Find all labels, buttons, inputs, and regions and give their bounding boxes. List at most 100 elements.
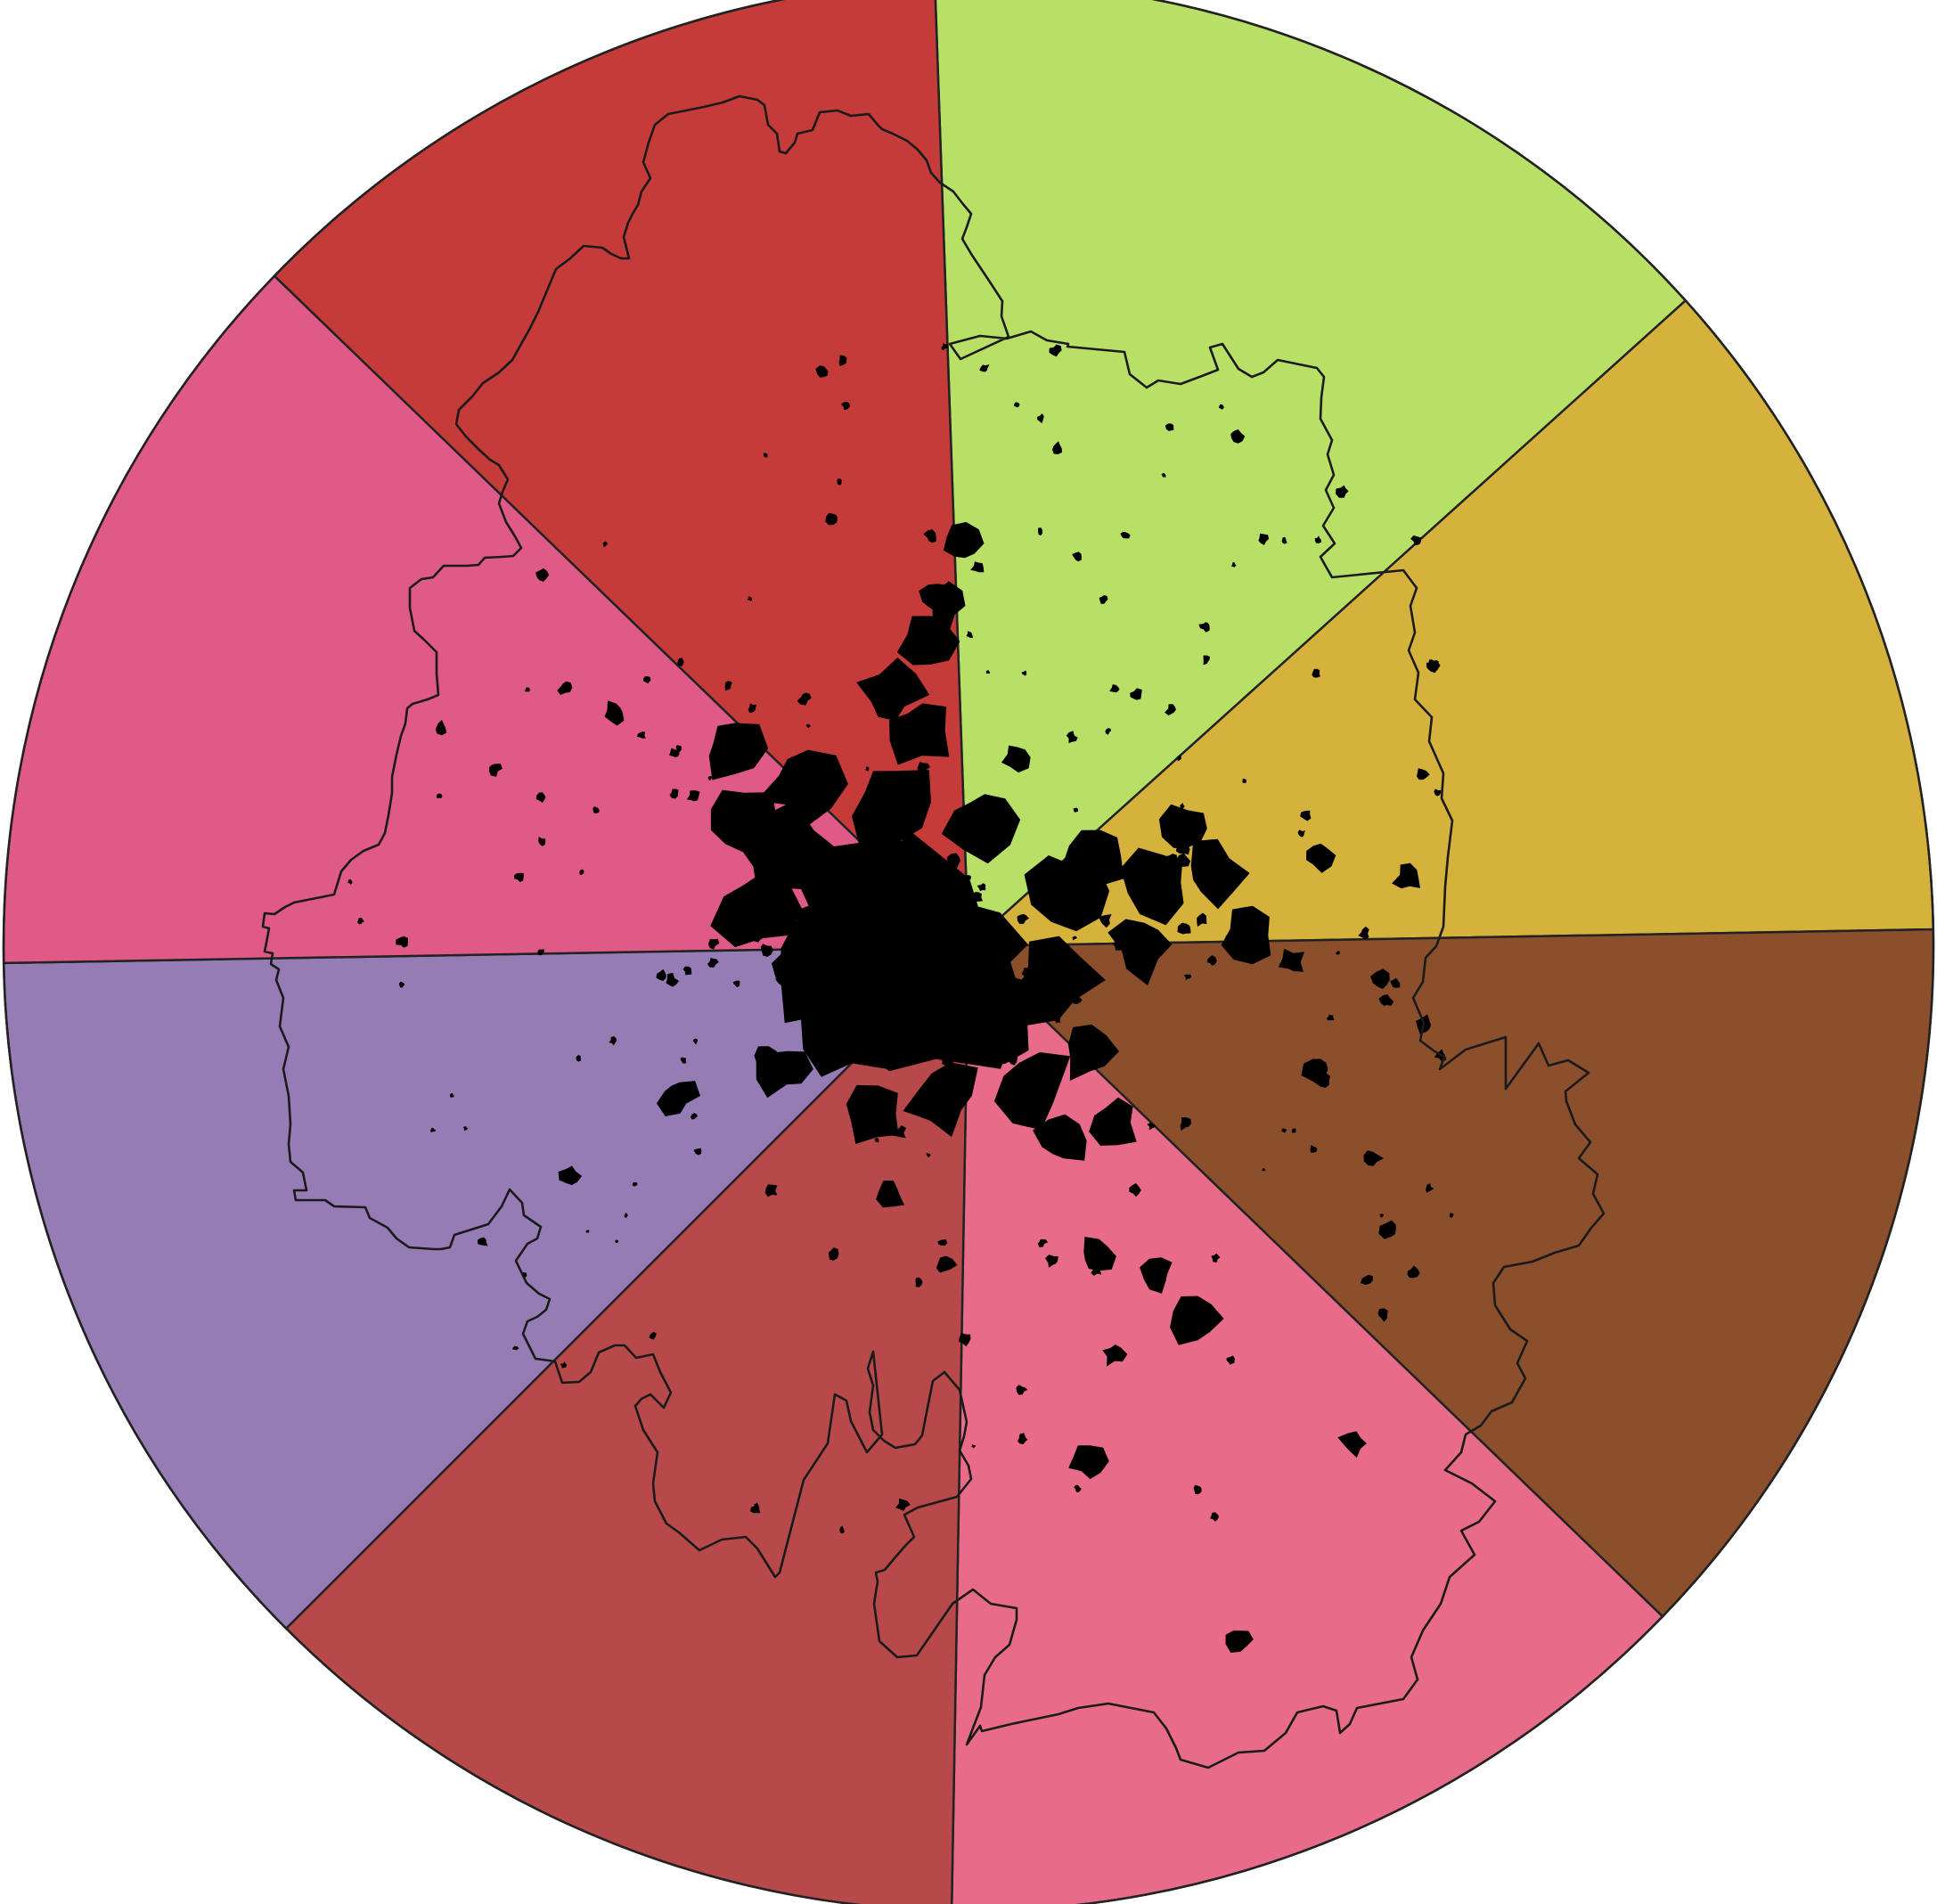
city-boundary-outline bbox=[261, 94, 1606, 1769]
builtup-speck bbox=[1230, 561, 1237, 568]
builtup-speck bbox=[1300, 810, 1312, 821]
builtup-speck bbox=[775, 976, 786, 986]
builtup-speck bbox=[593, 806, 600, 813]
builtup-speck bbox=[839, 1525, 845, 1534]
builtup-speck bbox=[971, 932, 985, 943]
builtup-speck bbox=[1074, 1484, 1082, 1493]
builtup-speck bbox=[1045, 1254, 1058, 1268]
builtup-speck bbox=[642, 676, 651, 684]
builtup-speck bbox=[1109, 684, 1120, 693]
builtup-speck bbox=[1336, 485, 1349, 498]
builtup-speck bbox=[989, 968, 1001, 984]
builtup-speck bbox=[1198, 622, 1210, 633]
builtup-speck bbox=[1021, 670, 1027, 676]
builtup-speck bbox=[398, 982, 405, 988]
builtup-speck bbox=[1203, 655, 1210, 666]
builtup-speck bbox=[838, 355, 847, 366]
builtup-core-patch bbox=[852, 770, 931, 854]
builtup-speck bbox=[1310, 1145, 1318, 1153]
builtup-patch bbox=[1278, 948, 1304, 972]
builtup-speck bbox=[576, 1055, 581, 1062]
builtup-patch bbox=[754, 1046, 784, 1080]
builtup-speck bbox=[707, 958, 719, 968]
builtup-speck bbox=[923, 529, 936, 543]
builtup-speck bbox=[1258, 533, 1270, 545]
builtup-core-patch bbox=[856, 658, 930, 721]
builtup-speck bbox=[752, 931, 765, 943]
builtup-speck bbox=[624, 1213, 629, 1218]
builtup-speck bbox=[1211, 1253, 1221, 1263]
builtup-patch bbox=[1140, 1257, 1173, 1294]
builtup-speck bbox=[1007, 1042, 1015, 1047]
builtup-patch bbox=[1170, 1295, 1224, 1345]
builtup-speck bbox=[965, 875, 972, 880]
builtup-patch bbox=[1225, 1630, 1254, 1653]
builtup-speck bbox=[1164, 854, 1178, 864]
builtup-speck bbox=[942, 1054, 954, 1068]
builtup-patch bbox=[558, 1165, 583, 1186]
builtup-speck bbox=[1297, 829, 1306, 838]
builtup-speck bbox=[1222, 862, 1230, 870]
builtup-core-patch bbox=[1061, 829, 1124, 886]
builtup-speck bbox=[1281, 1128, 1287, 1133]
builtup-patch bbox=[1306, 843, 1336, 873]
builtup-speck bbox=[1314, 535, 1321, 543]
builtup-speck bbox=[669, 789, 679, 799]
builtup-speck bbox=[1054, 1018, 1061, 1024]
builtup-speck bbox=[669, 748, 680, 757]
builtup-speck bbox=[1426, 659, 1434, 667]
builtup-speck bbox=[1038, 527, 1042, 535]
builtup-speck bbox=[893, 1125, 906, 1139]
builtup-speck bbox=[760, 944, 769, 951]
builtup-speck bbox=[797, 692, 812, 706]
builtup-core-patch bbox=[1010, 936, 1106, 1026]
builtup-speck bbox=[682, 966, 692, 976]
builtup-speck bbox=[958, 1333, 971, 1347]
builtup-speck bbox=[895, 1498, 911, 1511]
builtup-speck bbox=[1225, 932, 1239, 946]
builtup-speck bbox=[1180, 802, 1185, 809]
builtup-speck bbox=[1261, 1167, 1266, 1172]
builtup-speck bbox=[864, 766, 870, 772]
builtup-speck bbox=[815, 365, 829, 378]
builtup-speck bbox=[676, 658, 684, 666]
builtup-speck bbox=[666, 972, 680, 987]
builtup-speck bbox=[1120, 532, 1131, 539]
builtup-speck bbox=[602, 541, 609, 547]
builtup-speck bbox=[1112, 938, 1124, 951]
builtup-speck bbox=[825, 512, 838, 526]
builtup-patch bbox=[1378, 1220, 1396, 1239]
builtup-speck bbox=[917, 762, 930, 773]
builtup-speck bbox=[1129, 1183, 1141, 1197]
builtup-patch bbox=[1392, 862, 1420, 889]
builtup-speck bbox=[1177, 922, 1191, 935]
builtup-speck bbox=[1417, 768, 1430, 780]
builtup-patch bbox=[1337, 1431, 1367, 1459]
builtup-speck bbox=[915, 1277, 923, 1287]
builtup-core-patch bbox=[710, 871, 803, 948]
builtup-patch bbox=[876, 1180, 904, 1208]
builtup-speck bbox=[732, 980, 740, 988]
builtup-speck bbox=[1017, 913, 1030, 925]
builtup-speck bbox=[1360, 1274, 1373, 1285]
builtup-speck bbox=[436, 793, 443, 799]
builtup-speck bbox=[1147, 1123, 1156, 1131]
builtup-speck bbox=[747, 595, 752, 601]
builtup-speck bbox=[449, 1092, 454, 1098]
builtup-speck bbox=[844, 953, 851, 963]
builtup-speck bbox=[948, 819, 952, 823]
builtup-speck bbox=[538, 837, 546, 846]
builtup-speck bbox=[535, 792, 546, 803]
builtup-core-patch bbox=[800, 986, 899, 1077]
builtup-speck bbox=[971, 1443, 977, 1449]
builtup-speck bbox=[708, 938, 720, 950]
builtup-speck bbox=[1013, 402, 1020, 408]
builtup-speck bbox=[579, 869, 584, 876]
builtup-speck bbox=[837, 478, 842, 486]
builtup-speck bbox=[805, 723, 812, 729]
builtup-core-patch bbox=[1190, 838, 1250, 910]
builtup-speck bbox=[972, 892, 983, 903]
builtup-speck bbox=[462, 1125, 469, 1132]
builtup-speck bbox=[1358, 926, 1369, 940]
